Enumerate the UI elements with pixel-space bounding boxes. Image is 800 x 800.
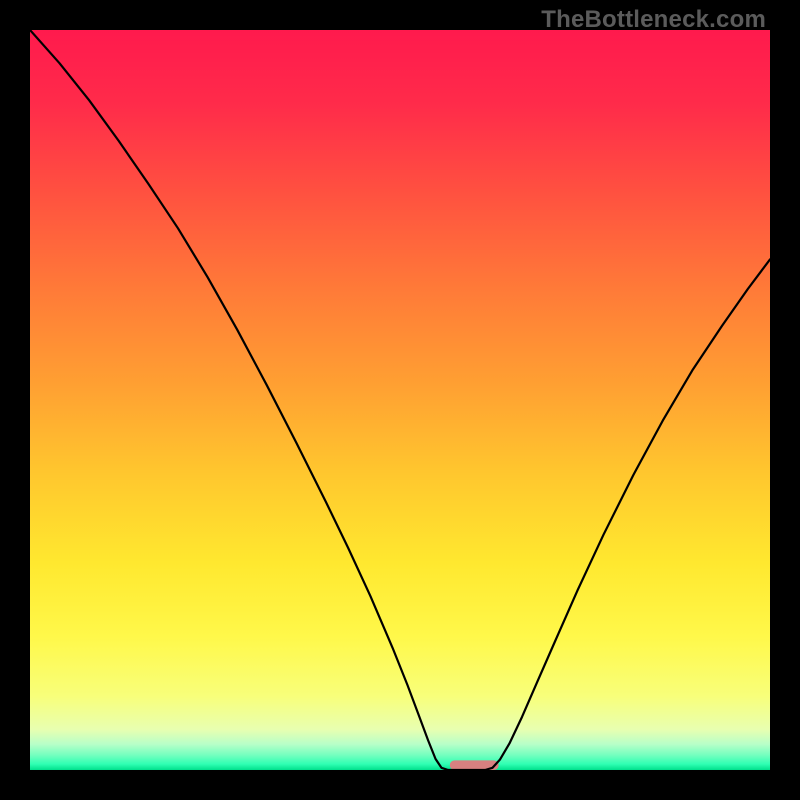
watermark-text: TheBottleneck.com	[541, 6, 766, 34]
plot-area	[30, 30, 770, 770]
curve-layer	[30, 30, 770, 770]
bottleneck-curve	[30, 30, 770, 770]
chart-frame: TheBottleneck.com	[0, 0, 800, 800]
